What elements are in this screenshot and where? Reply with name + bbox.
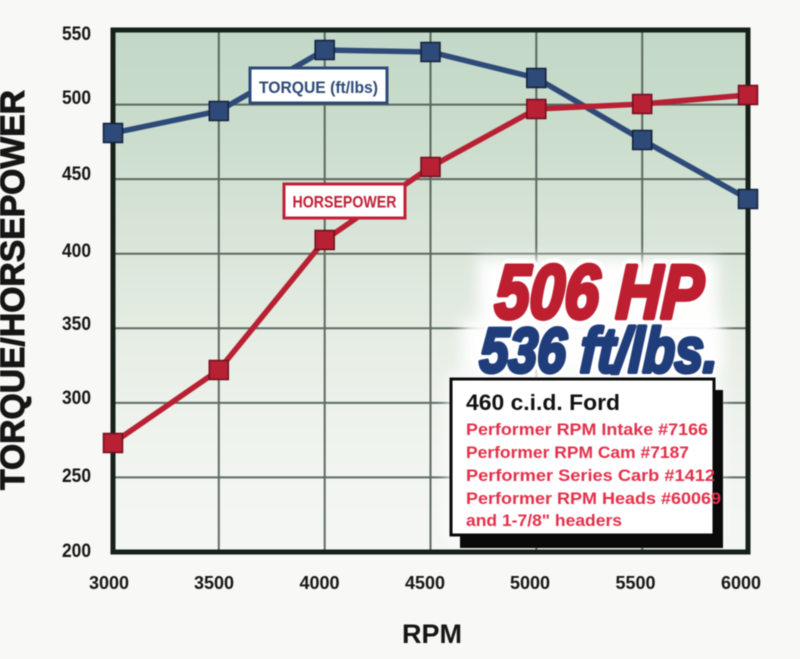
svg-text:350: 350 — [62, 314, 91, 335]
svg-text:3500: 3500 — [194, 573, 234, 593]
svg-text:506 HP: 506 HP — [493, 250, 706, 335]
svg-text:460 c.i.d. Ford: 460 c.i.d. Ford — [466, 390, 620, 415]
svg-text:HORSEPOWER: HORSEPOWER — [293, 193, 397, 212]
svg-text:6000: 6000 — [721, 573, 761, 593]
svg-text:TORQUE/HORSEPOWER: TORQUE/HORSEPOWER — [0, 90, 32, 490]
svg-text:500: 500 — [62, 88, 91, 109]
svg-text:250: 250 — [62, 466, 91, 487]
svg-text:RPM: RPM — [402, 619, 462, 649]
svg-text:400: 400 — [62, 241, 91, 262]
svg-text:550: 550 — [62, 24, 91, 45]
svg-text:5500: 5500 — [616, 573, 656, 593]
svg-text:300: 300 — [62, 388, 91, 409]
svg-text:3000: 3000 — [89, 573, 129, 593]
svg-text:Performer RPM Intake #7166: Performer RPM Intake #7166 — [466, 420, 708, 439]
svg-text:Performer RPM Cam #7187: Performer RPM Cam #7187 — [466, 443, 689, 462]
svg-text:450: 450 — [62, 164, 91, 185]
svg-text:4500: 4500 — [405, 573, 445, 593]
svg-text:Performer Series Carb #1412: Performer Series Carb #1412 — [466, 466, 715, 485]
svg-text:536 ft/lbs.: 536 ft/lbs. — [478, 316, 720, 386]
svg-text:TORQUE (ft/lbs): TORQUE (ft/lbs) — [259, 78, 378, 97]
svg-text:200: 200 — [62, 541, 91, 562]
svg-text:4000: 4000 — [300, 573, 340, 593]
svg-text:Performer RPM Heads #60069: Performer RPM Heads #60069 — [466, 489, 721, 508]
svg-text:and 1-7/8" headers: and 1-7/8" headers — [466, 511, 622, 530]
svg-text:5000: 5000 — [510, 573, 550, 593]
svg-text:506 HP: 506 HP — [493, 250, 706, 335]
